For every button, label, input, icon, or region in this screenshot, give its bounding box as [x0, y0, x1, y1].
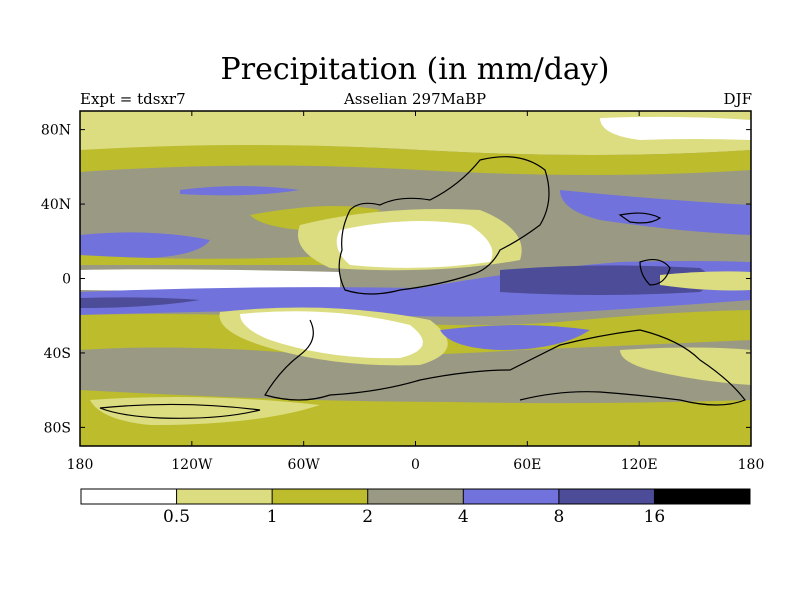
- contour-northern-dry: [600, 116, 751, 140]
- colorbar-frame: [80, 488, 751, 505]
- contour-itcz-core-east: [500, 265, 710, 295]
- contour-northern-band: [80, 111, 751, 155]
- colorbar-label: 2: [362, 507, 373, 527]
- coastline-western-continent: [338, 156, 550, 295]
- colorbar-swatch: [367, 489, 464, 504]
- season-label: DJF: [723, 90, 752, 108]
- colorbar: [81, 489, 751, 504]
- contour-sw-band: [80, 232, 210, 258]
- colorbar-labels: 0.5 1 2 4 8 16: [163, 507, 665, 527]
- contour-dry-core-south: [240, 311, 423, 359]
- lat-tick-label: 80N: [41, 123, 71, 139]
- colorbar-swatch: [558, 489, 655, 504]
- contour-east-dry-strip: [660, 271, 751, 291]
- contour-south-pale-patch: [90, 396, 320, 425]
- lon-tick-label: 120W: [171, 457, 213, 473]
- colorbar-label: 0.5: [163, 507, 190, 527]
- colorbar-label: 1: [267, 507, 278, 527]
- colorbar-swatch: [463, 489, 560, 504]
- contour-south-storm-track: [80, 349, 751, 404]
- experiment-label: Expt = tdsxr7: [80, 90, 186, 108]
- colorbar-label: 16: [644, 507, 666, 527]
- colorbar-swatch: [272, 489, 369, 504]
- coastline-northeast-islands: [618, 212, 662, 224]
- contour-storm-track-north: [180, 186, 300, 196]
- contour-south-dry-east: [620, 347, 751, 385]
- lon-tick-label: 60W: [288, 457, 321, 473]
- lon-tick-label: 120E: [621, 457, 658, 473]
- period-label: Asselian 297MaBP: [343, 90, 487, 108]
- coastline-southern-continent: [264, 319, 746, 406]
- lat-tick-label: 40N: [41, 197, 71, 213]
- contour-itcz-core-west: [80, 297, 200, 308]
- lon-tick-label: 60E: [513, 457, 541, 473]
- lon-tick-label: 180: [67, 457, 94, 473]
- contour-n-pacific-wet: [560, 190, 751, 235]
- map-title: Precipitation (in mm/day): [220, 52, 610, 87]
- colorbar-swatch: [81, 489, 178, 504]
- lat-tick-label: 80S: [44, 420, 71, 436]
- coastlines: [99, 156, 746, 419]
- contour-south-mid-wet: [440, 325, 590, 350]
- axis-ticks: [79, 111, 752, 446]
- contour-dry-core-north: [336, 221, 493, 268]
- colorbar-swatch: [176, 489, 273, 504]
- map-field: [80, 111, 751, 446]
- colorbar-swatch: [654, 489, 751, 504]
- lat-tick-label: 0: [62, 272, 71, 288]
- axis-tick-labels: 180 120W 60W 0 60E 120E 180 80N 40N 0 40S 80S: [41, 123, 764, 473]
- lat-tick-label: 40S: [44, 346, 71, 362]
- coastline-far-south: [99, 403, 261, 419]
- coastline-eastern-islands: [639, 258, 671, 286]
- colorbar-label: 4: [458, 507, 469, 527]
- colorbar-label: 8: [553, 507, 564, 527]
- contour-dry-strip-west: [80, 269, 340, 291]
- lon-tick-label: 0: [411, 457, 420, 473]
- lon-tick-label: 180: [738, 457, 765, 473]
- contour-northern-yellow: [80, 145, 751, 175]
